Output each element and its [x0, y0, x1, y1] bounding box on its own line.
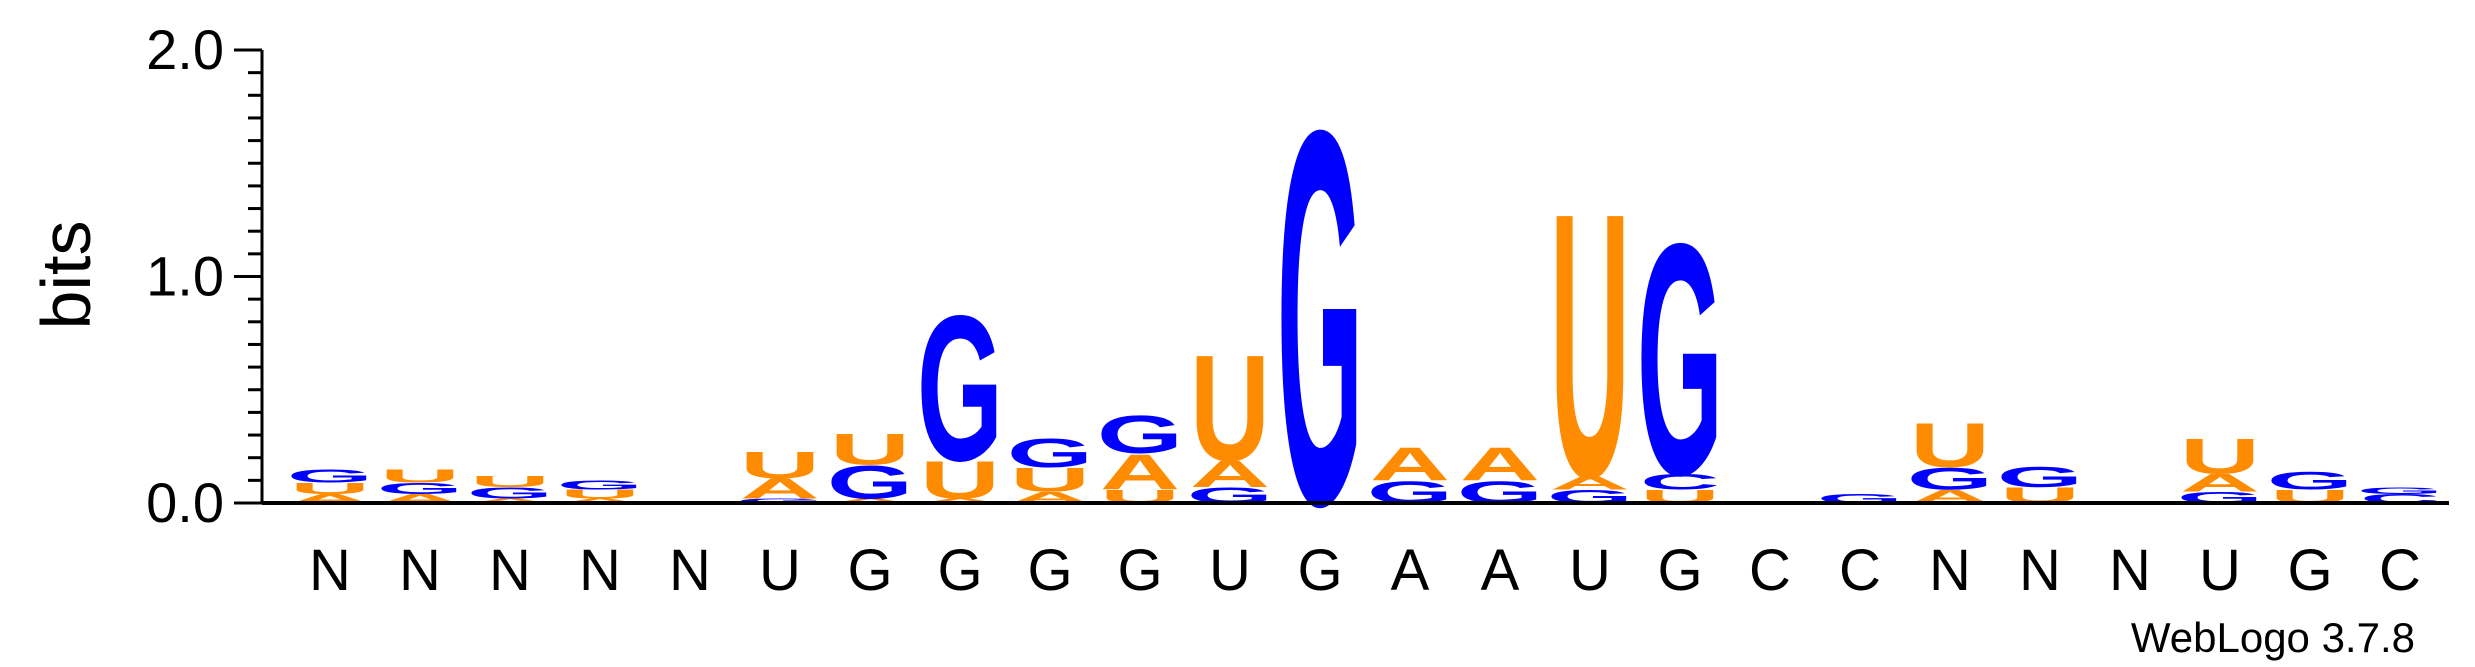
- y-tick-label: 2.0: [146, 18, 224, 81]
- x-tick-label: N: [309, 538, 351, 603]
- x-tick-label: C: [1839, 538, 1881, 603]
- logo-letter-g: G: [1097, 405, 1183, 465]
- x-tick-label: G: [1117, 538, 1162, 603]
- x-tick-label: U: [1569, 538, 1611, 603]
- y-tick-label: 1.0: [146, 245, 224, 308]
- logo-letter-g: G: [1007, 430, 1093, 476]
- logo-letter-a: A: [560, 497, 640, 504]
- logo-letter-a: A: [1100, 444, 1180, 500]
- x-tick-label: N: [1929, 538, 1971, 603]
- logo-letter-u: U: [2180, 429, 2260, 485]
- logo-letter-a: A: [470, 497, 550, 504]
- x-tick-label: N: [579, 538, 621, 603]
- logo-letter-u: U: [290, 480, 370, 498]
- axes: 0.01.02.0N N N N N U G G G G U G A A U G C C N N N U G C: [146, 18, 2449, 603]
- x-tick-label: N: [399, 538, 441, 603]
- logo-letter-g: G: [557, 478, 643, 492]
- x-tick-label: G: [1027, 538, 1072, 603]
- logo-letter-u: U: [1010, 461, 1090, 499]
- x-tick-label: G: [937, 538, 982, 603]
- x-tick-label: N: [669, 538, 711, 603]
- logo-letter-a: A: [1190, 453, 1270, 495]
- logo-letter-u: U: [1550, 134, 1630, 556]
- weblogo-version-label: WebLogo 3.7.8: [2131, 614, 2415, 661]
- logo-letter-u: U: [560, 487, 640, 501]
- x-tick-label: G: [1297, 538, 1342, 603]
- logo-letter-u: U: [740, 444, 820, 486]
- logo-letter-g: G: [2357, 485, 2443, 496]
- y-axis-label: bits: [27, 221, 105, 330]
- x-tick-label: N: [2109, 538, 2151, 603]
- x-tick-label: U: [2199, 538, 2241, 603]
- logo-letter-g: G: [737, 497, 823, 504]
- logo-letter-a: A: [1550, 472, 1630, 493]
- x-tick-label: N: [2019, 538, 2061, 603]
- x-tick-label: U: [759, 538, 801, 603]
- logo-letter-a: A: [830, 497, 910, 504]
- x-tick-label: N: [489, 538, 531, 603]
- x-tick-label: A: [1391, 538, 1430, 603]
- x-tick-label: G: [847, 538, 892, 603]
- logo-letter-g: G: [1637, 176, 1723, 545]
- logo-letter-u: U: [830, 425, 910, 474]
- logo-letter-g: G: [827, 456, 913, 509]
- logo-letter-a: A: [1370, 438, 1450, 491]
- logo-letter-g: G: [917, 273, 1003, 505]
- logo-letter-g: G: [467, 484, 553, 502]
- logo-letter-a: A: [2180, 469, 2260, 497]
- x-tick-label: C: [2379, 538, 2421, 603]
- logo-letter-g: G: [1277, 18, 1363, 616]
- logo-letter-a: A: [1460, 438, 1540, 491]
- logo-letter-g: G: [1997, 462, 2083, 494]
- logo-letter-g: G: [287, 466, 373, 487]
- logo-letter-u: U: [470, 473, 550, 491]
- logo-letter-a: A: [920, 497, 1000, 504]
- logo-letter-u: U: [1190, 324, 1270, 493]
- x-tick-label: G: [1657, 538, 1702, 603]
- logo-letter-c: C: [1640, 470, 1720, 495]
- x-tick-label: C: [1749, 538, 1791, 603]
- logo-letter-g: G: [2267, 467, 2353, 495]
- logo-letter-u: U: [1910, 410, 1990, 481]
- logo-letter-a: A: [740, 473, 820, 505]
- logo-letter-u: U: [380, 466, 460, 487]
- y-tick-label: 0.0: [146, 471, 224, 534]
- logo-letter-u: U: [920, 451, 1000, 511]
- logo-letter-g: G: [1907, 461, 1993, 496]
- x-tick-label: G: [2287, 538, 2332, 603]
- x-tick-label: U: [1209, 538, 1251, 603]
- logo-letter-g: G: [377, 480, 463, 498]
- x-tick-label: A: [1481, 538, 1520, 603]
